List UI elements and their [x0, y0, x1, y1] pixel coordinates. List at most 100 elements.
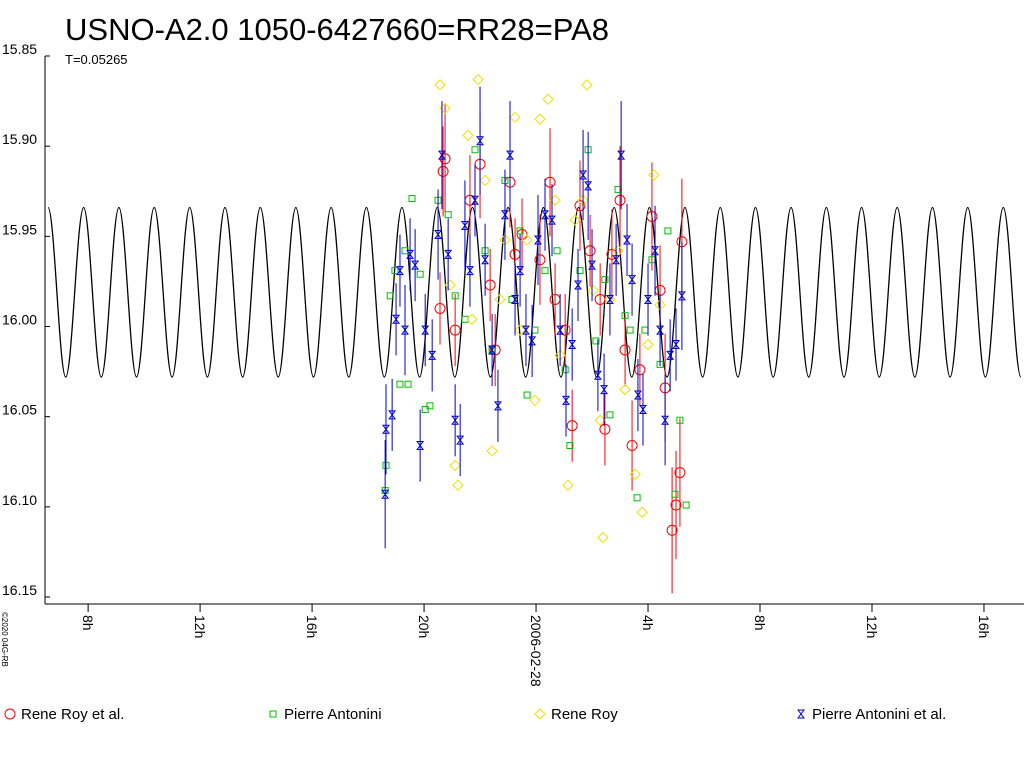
- marker: [642, 338, 654, 351]
- marker: [489, 344, 501, 356]
- marker: [674, 467, 686, 479]
- marker: [465, 266, 474, 276]
- marker: [528, 336, 537, 346]
- marker: [671, 490, 679, 498]
- marker: [556, 325, 565, 335]
- marker: [521, 234, 533, 246]
- marker: [461, 315, 469, 323]
- marker: [411, 260, 420, 270]
- marker: [509, 111, 521, 124]
- marker: [434, 79, 446, 91]
- marker: [633, 494, 641, 502]
- marker: [593, 370, 602, 380]
- marker: [451, 292, 459, 300]
- marker: [471, 195, 480, 205]
- marker: [664, 227, 672, 235]
- marker: [646, 210, 658, 222]
- marker: [682, 501, 690, 509]
- marker: [391, 267, 399, 275]
- marker: [406, 249, 415, 259]
- marker: [626, 326, 634, 334]
- marker: [460, 221, 469, 231]
- marker: [641, 326, 649, 334]
- legend-label: Pierre Antonini: [284, 706, 382, 723]
- marker: [579, 170, 588, 180]
- marker: [523, 391, 531, 399]
- marker: [621, 312, 629, 320]
- marker: [396, 380, 404, 388]
- marker: [566, 442, 574, 450]
- marker: [471, 146, 479, 154]
- marker: [449, 324, 461, 336]
- marker: [533, 235, 542, 245]
- marker: [426, 402, 434, 410]
- marker: [574, 200, 586, 212]
- marker: [592, 337, 600, 345]
- marker: [562, 479, 574, 491]
- marker: [428, 350, 437, 360]
- marker: [451, 415, 460, 425]
- marker: [614, 194, 626, 206]
- marker: [553, 247, 561, 255]
- x-tick-label: 2006-02-28: [528, 615, 544, 687]
- marker: [584, 245, 596, 257]
- marker: [597, 531, 609, 544]
- marker: [619, 383, 631, 396]
- marker: [561, 366, 569, 374]
- marker: [569, 214, 581, 226]
- legend-marker: [797, 709, 805, 719]
- marker: [601, 276, 609, 284]
- marker: [516, 266, 525, 276]
- marker: [456, 435, 465, 445]
- marker: [437, 150, 446, 160]
- marker: [576, 267, 584, 275]
- y-tick-label: 15.95: [2, 221, 37, 237]
- marker: [462, 129, 474, 142]
- marker: [488, 345, 497, 355]
- marker: [381, 424, 390, 434]
- marker: [493, 401, 502, 411]
- marker: [395, 266, 404, 276]
- plot-area: [47, 73, 1022, 594]
- y-tick-label: 16.05: [2, 402, 37, 418]
- x-tick-label: 8h: [80, 615, 96, 631]
- y-tick-label: 15.90: [2, 131, 37, 147]
- marker: [401, 325, 410, 335]
- marker: [541, 267, 549, 275]
- y-tick-label: 16.15: [2, 582, 37, 598]
- marker: [534, 254, 546, 266]
- marker: [500, 210, 509, 220]
- legend-label: Pierre Antonini et al.: [812, 706, 946, 723]
- marker: [626, 440, 638, 452]
- marker: [605, 294, 614, 304]
- marker: [672, 340, 681, 350]
- marker: [506, 150, 515, 160]
- marker: [381, 489, 390, 499]
- marker: [612, 255, 621, 265]
- y-tick-label: 16.00: [2, 312, 37, 328]
- x-tick-label: 4h: [640, 615, 656, 631]
- marker: [534, 113, 546, 125]
- marker: [529, 394, 541, 407]
- marker: [617, 150, 626, 160]
- x-tick-label: 16h: [304, 615, 320, 638]
- marker: [600, 385, 609, 395]
- marker: [584, 181, 593, 191]
- marker: [599, 423, 611, 435]
- marker: [638, 404, 647, 414]
- marker: [581, 79, 593, 91]
- marker: [511, 294, 520, 304]
- y-tick-label: 15.85: [2, 41, 37, 57]
- marker: [648, 169, 660, 181]
- marker: [594, 414, 606, 426]
- legend-marker: [269, 710, 277, 718]
- marker: [636, 506, 648, 518]
- marker: [421, 325, 430, 335]
- marker: [540, 210, 549, 220]
- marker: [516, 227, 524, 235]
- marker: [568, 340, 577, 350]
- x-tick-label: 12h: [192, 615, 208, 638]
- marker: [486, 445, 498, 457]
- marker: [629, 468, 641, 481]
